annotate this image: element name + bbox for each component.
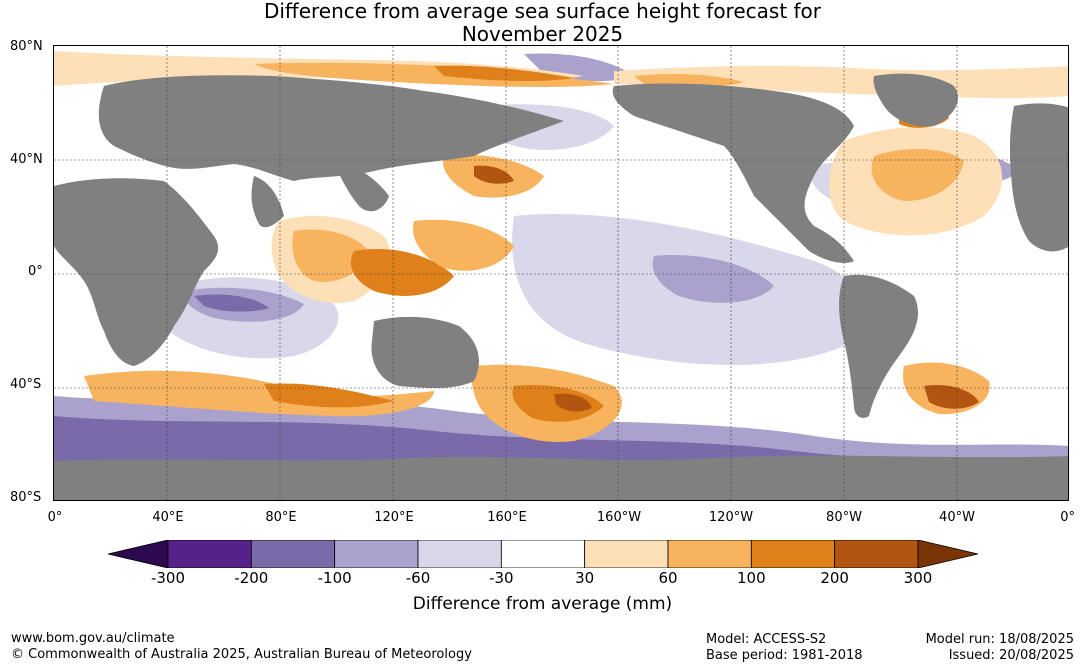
title-line-2: November 2025 <box>461 22 624 46</box>
footer-issued: Issued: 20/08/2025 <box>948 648 1074 663</box>
colorbar-swatch <box>500 540 586 568</box>
lat-label-80n: 80°N <box>10 39 43 54</box>
footer-base-period: Base period: 1981-2018 <box>706 648 863 663</box>
colorbar-swatch <box>834 540 919 568</box>
colorbar-tick-label: -300 <box>150 569 186 587</box>
colorbar-tick-label: -100 <box>317 569 352 587</box>
footer-model: Model: ACCESS-S2 <box>706 632 827 647</box>
colorbar-tick-label: 30 <box>575 569 595 587</box>
north-america-landmass <box>612 83 854 263</box>
lon-label-80e: 80°E <box>265 510 297 525</box>
footer-model-run: Model run: 18/08/2025 <box>925 632 1074 647</box>
colorbar-tick-label: -30 <box>489 569 514 587</box>
colorbar-tick-label: 300 <box>903 569 933 587</box>
africa-landmass <box>54 178 219 366</box>
colorbar-swatch <box>334 540 419 568</box>
colorbar-swatches <box>108 540 978 568</box>
lon-label-40w: 40°W <box>939 510 975 525</box>
sea-surface-height-map <box>53 45 1069 501</box>
lon-label-120e: 120°E <box>374 510 414 525</box>
footer-website: www.bom.gov.au/climate <box>11 631 175 646</box>
lon-label-40e: 40°E <box>152 510 184 525</box>
lat-label-40n: 40°N <box>10 152 43 167</box>
lat-label-equator: 0° <box>28 264 43 279</box>
map-title: Difference from average sea surface heig… <box>0 0 1085 46</box>
map-canvas <box>54 46 1068 500</box>
lat-label-80s: 80°S <box>10 490 42 505</box>
lat-label-40s: 40°S <box>10 377 42 392</box>
footer-copyright: © Commonwealth of Australia 2025, Austra… <box>11 647 472 662</box>
colorbar <box>108 540 978 568</box>
colorbar-swatch <box>167 540 252 568</box>
map-gridlines <box>54 46 1068 500</box>
colorbar-swatch <box>584 540 669 568</box>
colorbar-tick-label: -60 <box>405 569 431 587</box>
colorbar-tick-label: 60 <box>658 569 678 587</box>
south-america-landmass <box>839 274 919 418</box>
title-line-1: Difference from average sea surface heig… <box>263 0 822 23</box>
colorbar-swatch <box>750 540 836 568</box>
antarctica-landmass <box>54 455 1068 500</box>
colorbar-tick-label: 100 <box>737 569 766 587</box>
lon-label-160e: 160°E <box>487 510 527 525</box>
colorbar-swatch <box>667 540 752 568</box>
lon-label-80w: 80°W <box>826 510 862 525</box>
land-masses <box>54 73 1068 500</box>
lon-label-0-east: 0° <box>1060 510 1075 525</box>
colorbar-extend-high <box>917 540 978 568</box>
eurasia-landmass <box>98 75 564 181</box>
colorbar-tick-label: -200 <box>234 569 269 587</box>
colorbar-label: Difference from average (mm) <box>412 594 673 614</box>
colorbar-swatch <box>417 540 502 568</box>
colorbar-extend-low <box>108 540 169 568</box>
lon-label-160w: 160°W <box>596 510 642 525</box>
australia-landmass <box>371 316 479 389</box>
colorbar-swatch <box>250 540 336 568</box>
colorbar-tick-label: 200 <box>820 569 849 587</box>
lon-label-120w: 120°W <box>708 510 754 525</box>
lon-label-0-west: 0° <box>47 510 63 525</box>
